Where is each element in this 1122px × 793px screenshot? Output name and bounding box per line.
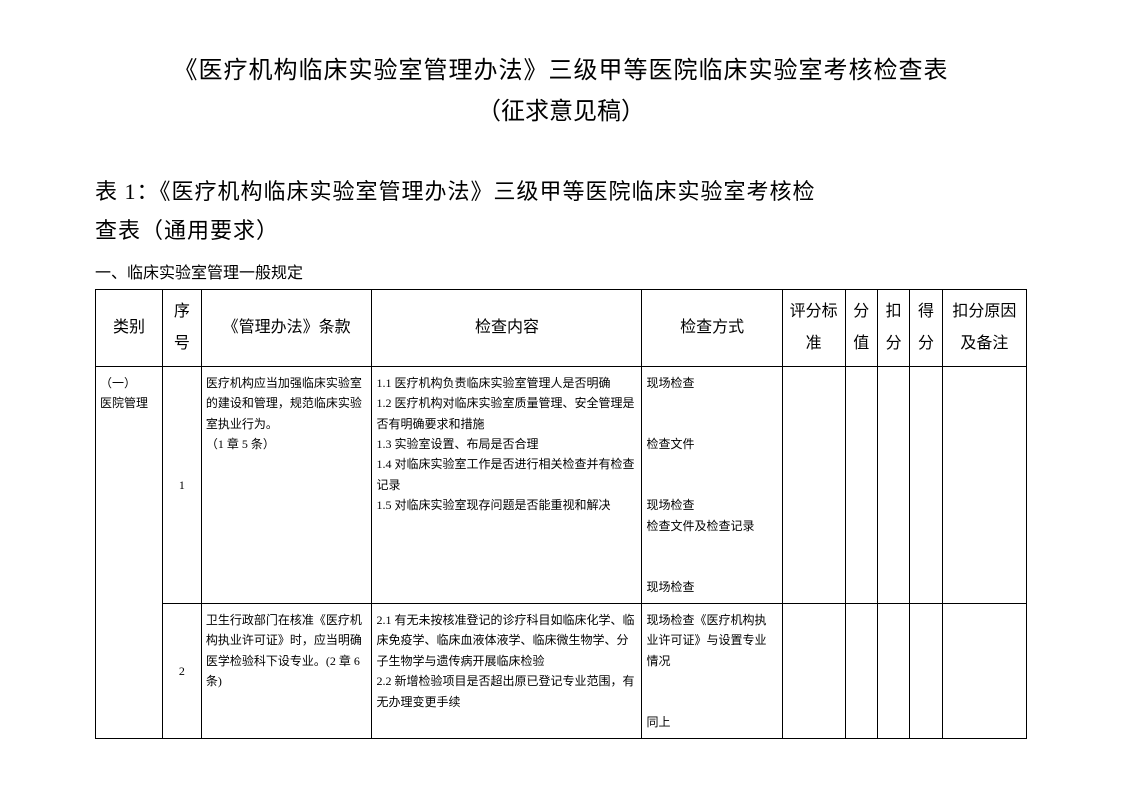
col-obtained: 得分 — [910, 289, 942, 366]
col-standard: 评分标准 — [782, 289, 845, 366]
cell-note — [942, 366, 1026, 603]
cell-content: 1.1 医疗机构负责临床实验室管理人是否明确1.2 医疗机构对临床实验室质量管理… — [372, 366, 642, 603]
col-score: 分值 — [845, 289, 877, 366]
cell-category: （一） 医院管理 — [96, 366, 163, 739]
cell-standard — [782, 366, 845, 603]
document-title-line1: 《医疗机构临床实验室管理办法》三级甲等医院临床实验室考核检查表 — [95, 50, 1027, 93]
cell-obtained — [910, 604, 942, 739]
document-title-line2: （征求意见稿） — [95, 93, 1027, 131]
section-heading: 一、临床实验室管理一般规定 — [95, 259, 1027, 283]
cell-method: 现场检查《医疗机构执业许可证》与设置专业情况同上 — [642, 604, 782, 739]
cell-score — [845, 366, 877, 603]
cell-score — [845, 604, 877, 739]
cell-standard — [782, 604, 845, 739]
assessment-table: 类别 序号 《管理办法》条款 检查内容 检查方式 评分标准 分值 扣分 得分 扣… — [95, 289, 1027, 740]
category-label-2: 医院管理 — [100, 396, 148, 410]
col-seq: 序号 — [162, 289, 201, 366]
col-deduct: 扣分 — [877, 289, 909, 366]
category-label-1: （一） — [100, 376, 136, 390]
cell-obtained — [910, 366, 942, 603]
cell-deduct — [877, 604, 909, 739]
cell-deduct — [877, 366, 909, 603]
table-heading-line2: 查表（通用要求） — [95, 211, 1027, 251]
cell-clause: 卫生行政部门在核准《医疗机构执业许可证》时，应当明确医学检验科下设专业。(2 章… — [201, 604, 372, 739]
cell-clause: 医疗机构应当加强临床实验室的建设和管理，规范临床实验室执业行为。 （1 章 5 … — [201, 366, 372, 603]
cell-content: 2.1 有无未按核准登记的诊疗科目如临床化学、临床免疫学、临床血液体液学、临床微… — [372, 604, 642, 739]
col-note: 扣分原因及备注 — [942, 289, 1026, 366]
table-row: 2 卫生行政部门在核准《医疗机构执业许可证》时，应当明确医学检验科下设专业。(2… — [96, 604, 1027, 739]
table-header-row: 类别 序号 《管理办法》条款 检查内容 检查方式 评分标准 分值 扣分 得分 扣… — [96, 289, 1027, 366]
cell-seq: 2 — [162, 604, 201, 739]
col-category: 类别 — [96, 289, 163, 366]
cell-note — [942, 604, 1026, 739]
table-row: （一） 医院管理 1 医疗机构应当加强临床实验室的建设和管理，规范临床实验室执业… — [96, 366, 1027, 603]
table-heading-line1: 表 1：《医疗机构临床实验室管理办法》三级甲等医院临床实验室考核检 — [95, 172, 1027, 212]
col-method: 检查方式 — [642, 289, 782, 366]
col-content: 检查内容 — [372, 289, 642, 366]
col-clause: 《管理办法》条款 — [201, 289, 372, 366]
cell-seq: 1 — [162, 366, 201, 603]
cell-method: 现场检查检查文件现场检查检查文件及检查记录现场检查 — [642, 366, 782, 603]
